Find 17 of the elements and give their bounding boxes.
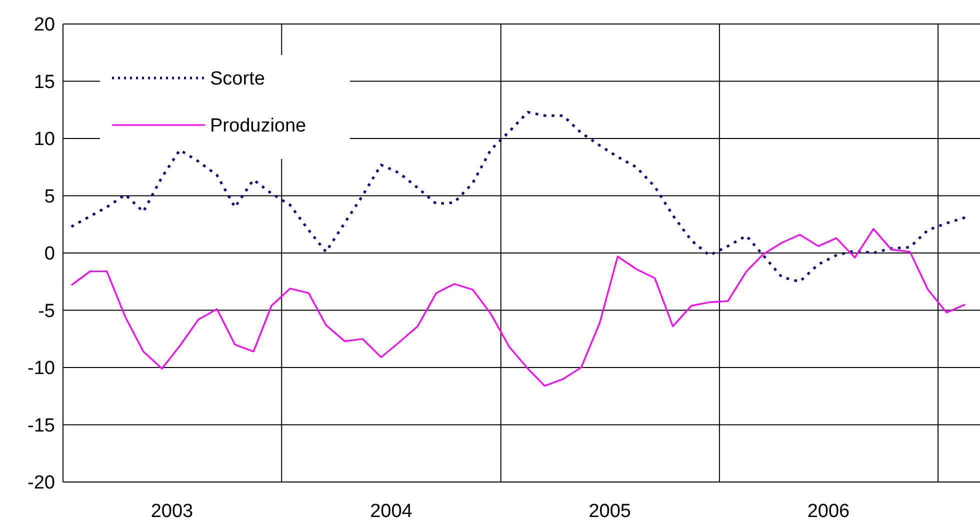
line-series: [70, 110, 966, 283]
x-tick-label: 2004: [370, 501, 413, 522]
y-tick-label: 5: [44, 186, 55, 208]
y-tick-label: -10: [28, 358, 55, 380]
y-tick-label: -5: [38, 300, 55, 322]
y-tick-label: 15: [34, 72, 55, 93]
y-tick-label: 20: [34, 14, 55, 36]
legend-label: Produzione: [210, 116, 306, 137]
line-series: [70, 228, 966, 387]
y-tick-label: 10: [34, 129, 55, 150]
y-tick-label: 0: [44, 244, 55, 265]
x-tick-label: 2005: [588, 501, 631, 522]
legend-label: Scorte: [210, 68, 265, 90]
y-tick-label: -20: [28, 472, 55, 494]
y-tick-label: -15: [28, 415, 55, 436]
x-tick-label: 2006: [807, 501, 850, 522]
x-tick-label: 2003: [150, 501, 194, 522]
